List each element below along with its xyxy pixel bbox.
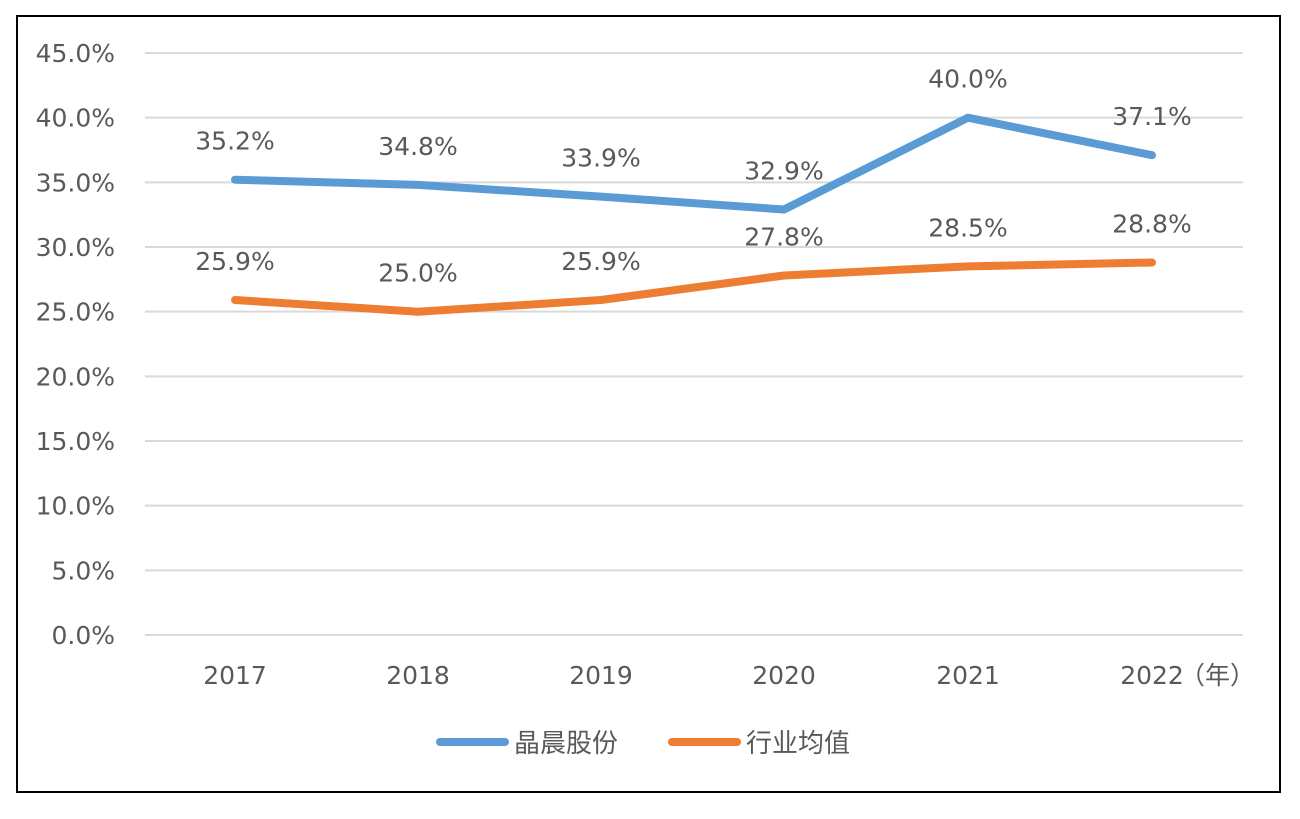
gridlines — [145, 52, 1243, 636]
y-tick-label: 10.0% — [36, 492, 115, 521]
y-tick-label: 35.0% — [36, 168, 115, 197]
series-lines — [231, 113, 1156, 316]
x-tick-label: 2017 — [203, 661, 267, 690]
data-label: 35.2% — [195, 127, 274, 156]
x-tick-label: 2021 — [936, 661, 1000, 690]
x-tick-label: 2019 — [569, 661, 633, 690]
y-tick-label: 40.0% — [36, 104, 115, 133]
chart-frame — [16, 15, 1281, 793]
axis-labels: 0.0% 5.0% 10.0% 15.0% 20.0% 25.0% 30.0% 35.0% 40… — [36, 39, 1255, 690]
legend-label-1: 晶晨股份 — [514, 729, 618, 759]
y-tick-label: 20.0% — [36, 362, 115, 391]
y-tick-label: 5.0% — [51, 556, 115, 585]
legend: 晶晨股份 行业均值 — [436, 729, 850, 759]
y-tick-label: 15.0% — [36, 427, 115, 456]
data-labels: 35.2% 34.8% 33.9% 32.9% 40.0% 37.1% 25.9% 25.0%… — [195, 65, 1191, 288]
data-label: 28.5% — [928, 213, 1007, 242]
y-tick-label: 25.0% — [36, 298, 115, 327]
x-tick-label: 2018 — [386, 661, 450, 690]
data-label: 25.0% — [378, 259, 457, 288]
data-label: 37.1% — [1112, 102, 1191, 131]
y-tick-label: 30.0% — [36, 233, 115, 262]
data-label: 27.8% — [744, 222, 823, 251]
data-label: 25.9% — [195, 247, 274, 276]
data-label: 33.9% — [561, 144, 640, 173]
x-tick-label: 2022 — [1120, 661, 1184, 690]
x-tick-label: 2020 — [752, 661, 816, 690]
data-label: 40.0% — [928, 65, 1007, 94]
series-line-1 — [231, 113, 1156, 214]
data-label: 32.9% — [744, 156, 823, 185]
series-line-2 — [231, 258, 1156, 316]
data-label: 25.9% — [561, 247, 640, 276]
data-label: 28.8% — [1112, 210, 1191, 239]
y-tick-label: 45.0% — [36, 39, 115, 68]
data-label: 34.8% — [378, 132, 457, 161]
y-tick-label: 0.0% — [51, 621, 115, 650]
legend-label-2: 行业均值 — [746, 729, 850, 759]
x-axis-unit-label: （年） — [1180, 661, 1255, 690]
